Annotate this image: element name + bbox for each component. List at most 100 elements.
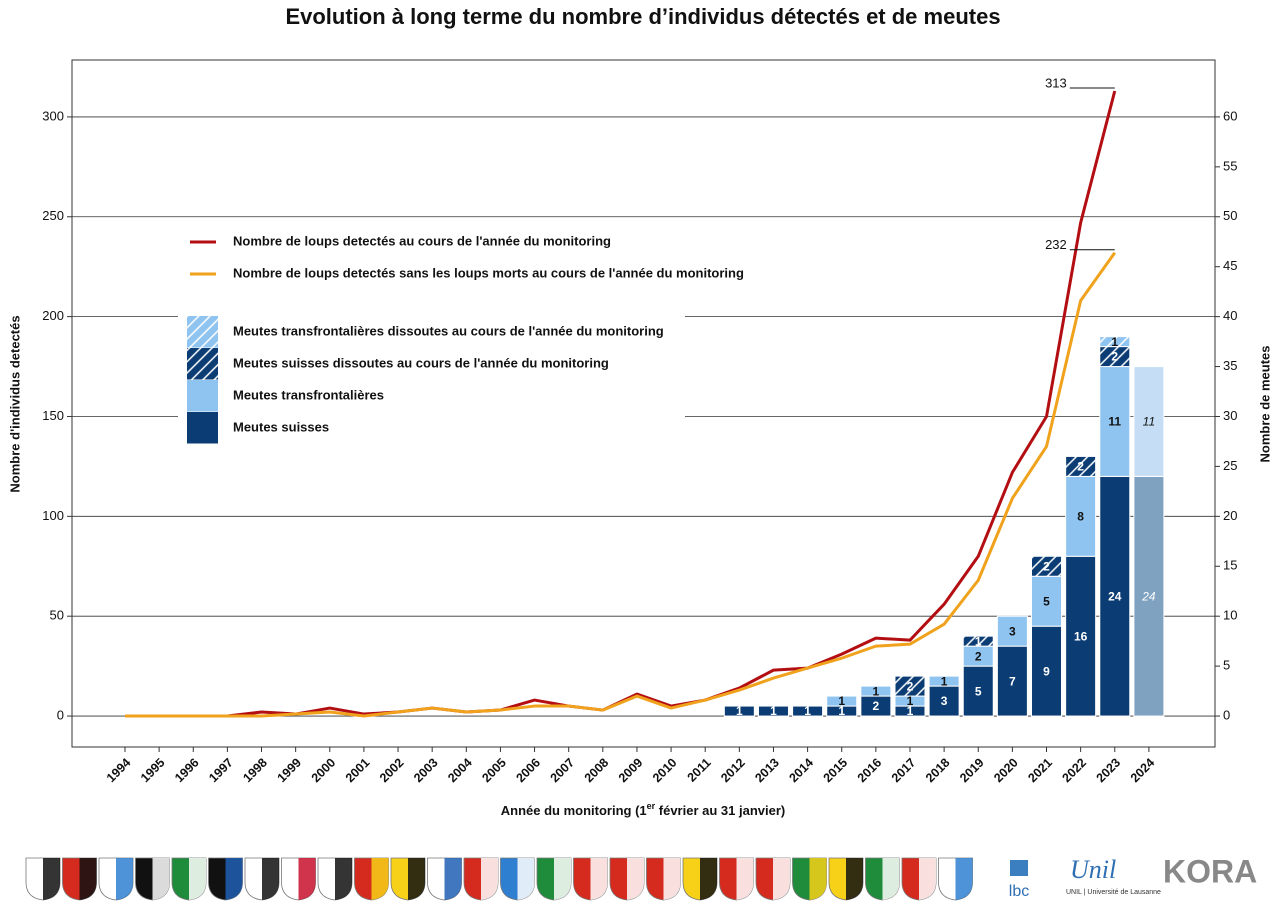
bar xyxy=(860,685,892,697)
coat-of-arms-charge xyxy=(700,858,717,900)
line xyxy=(125,251,1116,718)
coat-of-arms-charge xyxy=(882,858,900,900)
legend-swatch xyxy=(187,412,218,444)
y-tick-label: 250 xyxy=(42,208,64,223)
y-tick-label: 0 xyxy=(57,707,64,722)
coat-of-arms-charge xyxy=(43,858,60,900)
bar-value-label: 5 xyxy=(1043,594,1050,608)
coat-of-arms-charge xyxy=(371,858,389,900)
logo-text: Unil xyxy=(1070,855,1116,884)
coat-of-arms-charge xyxy=(152,858,170,900)
logo-text: UNIL | Université de Lausanne xyxy=(1066,889,1161,896)
legend-label: Nombre de loups detectés sans les loups … xyxy=(233,265,744,280)
bar xyxy=(928,685,960,717)
y2-tick-label: 25 xyxy=(1223,458,1237,473)
bar-value-label: 24 xyxy=(1108,589,1122,603)
coat-of-arms-charge xyxy=(262,858,279,900)
coat-of-arms-charge xyxy=(919,858,936,900)
y2-tick-label: 20 xyxy=(1223,508,1237,523)
y2-tick-label: 60 xyxy=(1223,108,1237,123)
coat-of-arms-charge xyxy=(225,858,243,900)
legend-label: Meutes transfrontalières xyxy=(233,387,384,402)
x-axis-label: Année du monitoring (1er février au 31 j… xyxy=(501,801,785,818)
legend-swatch xyxy=(187,316,218,348)
bar-value-label: 5 xyxy=(975,684,982,698)
bar-value-label: 9 xyxy=(1043,664,1050,678)
legend-label: Meutes suisses dissoutes au cours de l'a… xyxy=(233,355,609,370)
bar-value-label: 2 xyxy=(907,679,914,693)
y-tick-label: 50 xyxy=(50,608,64,623)
footer: lbc Unil UNIL | Université de Lausanne K… xyxy=(25,853,1257,901)
bar xyxy=(996,615,1028,647)
bar-value-label: 1 xyxy=(736,704,743,718)
y2-tick-label: 5 xyxy=(1223,658,1230,673)
coat-of-arms-charge xyxy=(408,858,425,900)
legend-label: Meutes suisses xyxy=(233,419,329,434)
bar xyxy=(894,675,926,697)
coat-of-arms-charge xyxy=(189,858,206,900)
coat-of-arms-charge xyxy=(335,858,352,900)
legend-label: Nombre de loups detectés au cours de l'a… xyxy=(233,233,611,248)
y2-tick-label: 0 xyxy=(1223,707,1230,722)
coat-of-arms-charge xyxy=(736,858,754,900)
coat-of-arms-charge xyxy=(809,858,827,900)
coat-of-arms-charge xyxy=(663,858,681,900)
plot-frame xyxy=(71,59,1216,748)
y2-tick-label: 55 xyxy=(1223,158,1237,173)
bar-value-label: 11 xyxy=(1143,415,1155,429)
bar-value-label: 1 xyxy=(838,694,845,708)
bar-value-label: 2 xyxy=(1111,350,1118,364)
bar xyxy=(757,705,789,717)
y2-tick-label: 15 xyxy=(1223,558,1237,573)
x-axis-label-sup: er xyxy=(647,801,656,811)
bar-value-label: 1 xyxy=(804,704,811,718)
bar-value-label: 8 xyxy=(1077,510,1084,524)
bar xyxy=(1065,555,1097,717)
bar xyxy=(1099,475,1131,717)
logo-text: lbc xyxy=(1009,883,1029,900)
end-value-label: 232 xyxy=(1045,237,1067,252)
bar xyxy=(723,705,755,717)
bar xyxy=(1031,575,1063,627)
bar xyxy=(1133,366,1165,477)
coat-of-arms-charge xyxy=(517,858,535,900)
bar xyxy=(792,705,824,717)
coat-of-arms-charge xyxy=(298,858,316,900)
legend-label: Meutes transfrontalières dissoutes au co… xyxy=(233,323,664,338)
bar-value-label: 24 xyxy=(1141,589,1156,603)
bar-value-label: 16 xyxy=(1074,629,1088,643)
bar-value-label: 11 xyxy=(1108,415,1121,429)
x-axis-label-part: Année du monitoring (1 xyxy=(501,803,647,818)
chart-title: Evolution à long terme du nombre d’indiv… xyxy=(285,4,1000,29)
bar xyxy=(1031,555,1063,577)
x-axis-label-part: février au 31 janvier) xyxy=(655,803,785,818)
y-tick-label: 150 xyxy=(42,408,64,423)
bar xyxy=(1031,625,1063,717)
bar-value-label: 1 xyxy=(838,704,845,718)
coat-of-arms-charge xyxy=(846,858,863,900)
bar xyxy=(1133,475,1165,717)
bar xyxy=(962,635,994,647)
bar-value-label: 2 xyxy=(1077,460,1084,474)
legend-swatch xyxy=(187,380,218,412)
coat-of-arms-charge xyxy=(79,858,97,900)
bar-value-label: 1 xyxy=(975,634,982,648)
bar-value-label: 3 xyxy=(941,694,948,708)
y2-tick-label: 50 xyxy=(1223,208,1237,223)
y2-tick-label: 10 xyxy=(1223,608,1237,623)
bar-value-label: 1 xyxy=(873,684,880,698)
coat-of-arms-charge xyxy=(627,858,644,900)
bar-value-label: 7 xyxy=(1009,674,1016,688)
bar-value-label: 3 xyxy=(1009,624,1016,638)
y2-tick-label: 40 xyxy=(1223,308,1237,323)
y2-tick-label: 35 xyxy=(1223,358,1237,373)
bar xyxy=(1099,366,1131,477)
bar xyxy=(1065,455,1097,477)
bar-value-label: 2 xyxy=(1043,559,1050,573)
coat-of-arms-charge xyxy=(444,858,462,900)
bar-value-label: 1 xyxy=(907,704,914,718)
y2-tick-label: 30 xyxy=(1223,408,1237,423)
bar-value-label: 1 xyxy=(770,704,777,718)
